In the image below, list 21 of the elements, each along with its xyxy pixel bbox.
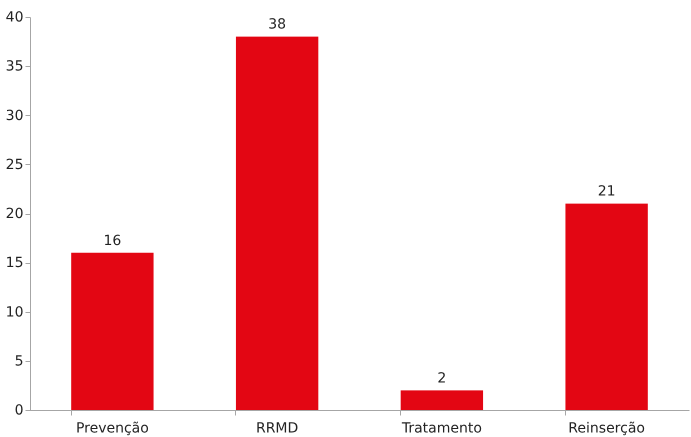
data-label: 2 (437, 370, 446, 386)
y-tick-label: 40 (6, 10, 24, 26)
x-tick-label: Prevenção (76, 420, 149, 436)
x-tick-label: Tratamento (400, 420, 482, 436)
y-tick-label: 0 (14, 402, 24, 418)
y-tick-label: 30 (6, 108, 24, 124)
y-tick-label: 15 (6, 255, 24, 272)
y-tick-label: 10 (6, 304, 24, 320)
y-tick-label: 35 (6, 58, 24, 75)
y-tick-label: 25 (6, 156, 24, 173)
bar (565, 204, 648, 410)
data-label: 21 (598, 184, 616, 200)
y-tick-label: 20 (6, 206, 24, 222)
data-label: 16 (103, 232, 122, 249)
x-tick-label: RRMD (256, 420, 298, 436)
bar (400, 390, 484, 410)
bar (71, 252, 154, 410)
data-label: 38 (268, 16, 286, 33)
y-tick-label: 5 (14, 353, 24, 370)
bar (236, 36, 318, 410)
x-tick-label: Reinserção (568, 420, 645, 436)
